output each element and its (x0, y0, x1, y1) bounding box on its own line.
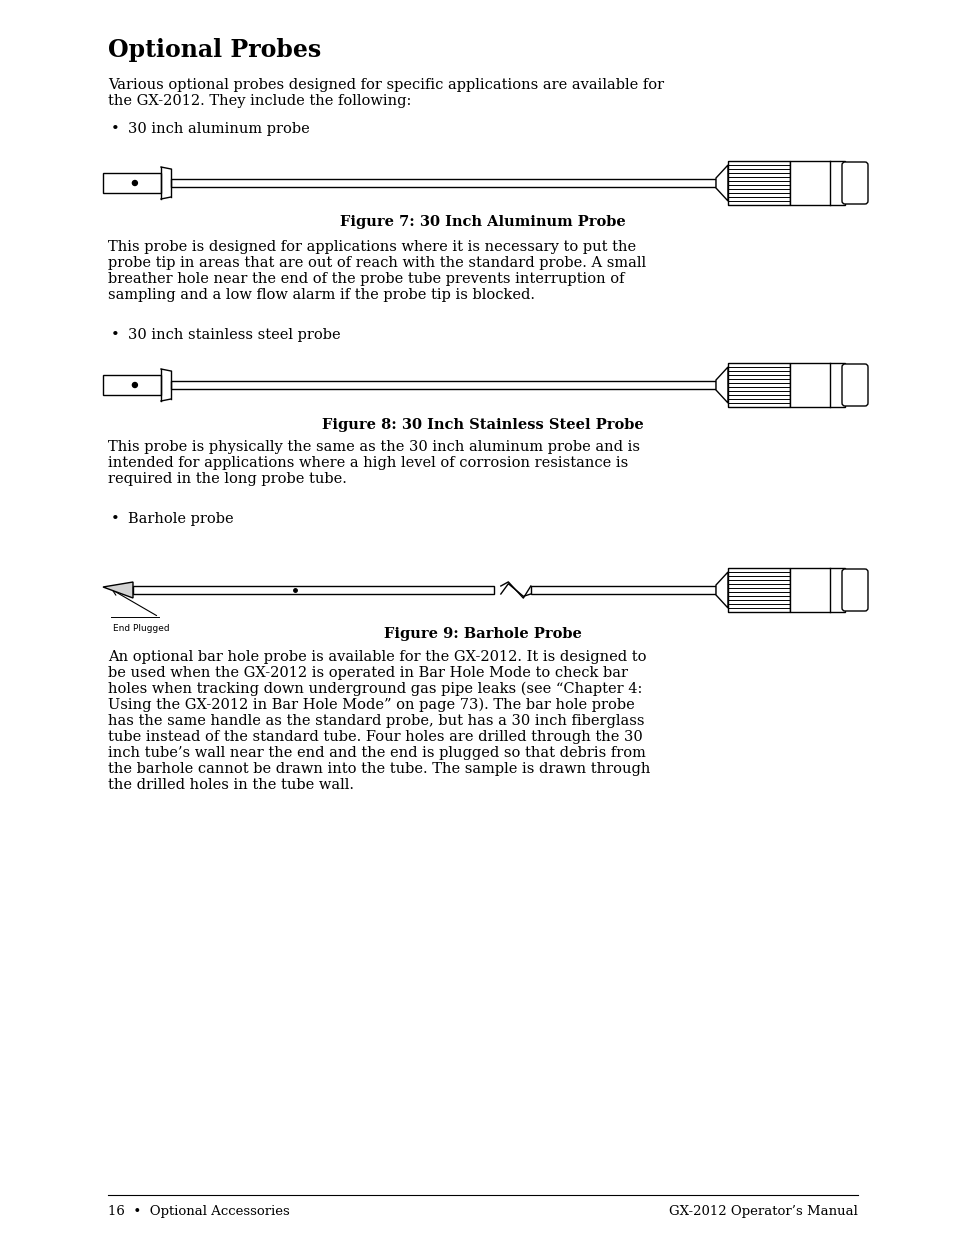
Text: •: • (111, 513, 120, 526)
Bar (789, 363, 844, 408)
Bar (727, 568, 789, 613)
Text: This probe is designed for applications where it is necessary to put the: This probe is designed for applications … (108, 240, 636, 254)
Text: probe tip in areas that are out of reach with the standard probe. A small: probe tip in areas that are out of reach… (108, 256, 645, 270)
Circle shape (132, 383, 137, 388)
Text: Figure 7: 30 Inch Aluminum Probe: Figure 7: 30 Inch Aluminum Probe (340, 215, 625, 228)
Text: Optional Probes: Optional Probes (108, 38, 321, 62)
Text: 16  •  Optional Accessories: 16 • Optional Accessories (108, 1205, 290, 1218)
Polygon shape (716, 165, 727, 201)
FancyBboxPatch shape (841, 364, 867, 406)
Text: intended for applications where a high level of corrosion resistance is: intended for applications where a high l… (108, 456, 628, 471)
Text: 30 inch aluminum probe: 30 inch aluminum probe (128, 122, 310, 136)
Text: tube instead of the standard tube. Four holes are drilled through the 30: tube instead of the standard tube. Four … (108, 730, 642, 743)
Text: 30 inch stainless steel probe: 30 inch stainless steel probe (128, 329, 340, 342)
Polygon shape (103, 582, 132, 598)
Circle shape (132, 180, 137, 185)
Text: Using the GX-2012 in Bar Hole Mode” on page 73). The bar hole probe: Using the GX-2012 in Bar Hole Mode” on p… (108, 698, 634, 713)
Text: sampling and a low flow alarm if the probe tip is blocked.: sampling and a low flow alarm if the pro… (108, 288, 535, 303)
Bar (789, 568, 844, 613)
Text: •: • (111, 329, 120, 342)
Polygon shape (716, 367, 727, 403)
Text: Barhole probe: Barhole probe (128, 513, 233, 526)
Text: An optional bar hole probe is available for the GX-2012. It is designed to: An optional bar hole probe is available … (108, 650, 646, 664)
Text: breather hole near the end of the probe tube prevents interruption of: breather hole near the end of the probe … (108, 272, 624, 287)
Text: the barhole cannot be drawn into the tube. The sample is drawn through: the barhole cannot be drawn into the tub… (108, 762, 650, 776)
Bar (789, 161, 844, 205)
Bar (103, 173, 161, 193)
Text: This probe is physically the same as the 30 inch aluminum probe and is: This probe is physically the same as the… (108, 440, 639, 454)
Text: the drilled holes in the tube wall.: the drilled holes in the tube wall. (108, 778, 354, 792)
Text: Various optional probes designed for specific applications are available for: Various optional probes designed for spe… (108, 78, 663, 91)
Text: Figure 9: Barhole Probe: Figure 9: Barhole Probe (384, 627, 581, 641)
Polygon shape (716, 572, 727, 608)
Text: be used when the GX-2012 is operated in Bar Hole Mode to check bar: be used when the GX-2012 is operated in … (108, 666, 627, 680)
Text: holes when tracking down underground gas pipe leaks (see “Chapter 4:: holes when tracking down underground gas… (108, 682, 641, 697)
Bar (171, 382, 716, 389)
Text: inch tube’s wall near the end and the end is plugged so that debris from: inch tube’s wall near the end and the en… (108, 746, 645, 760)
FancyBboxPatch shape (841, 162, 867, 204)
Text: End Plugged: End Plugged (112, 624, 170, 634)
Bar (727, 161, 789, 205)
Bar (132, 585, 494, 594)
FancyBboxPatch shape (841, 569, 867, 611)
Bar (727, 363, 789, 408)
Bar (103, 375, 161, 395)
Text: •: • (111, 122, 120, 136)
Text: the GX-2012. They include the following:: the GX-2012. They include the following: (108, 94, 411, 107)
Bar (530, 585, 716, 594)
Text: has the same handle as the standard probe, but has a 30 inch fiberglass: has the same handle as the standard prob… (108, 714, 644, 727)
Text: GX-2012 Operator’s Manual: GX-2012 Operator’s Manual (668, 1205, 857, 1218)
Bar (171, 179, 716, 186)
Text: Figure 8: 30 Inch Stainless Steel Probe: Figure 8: 30 Inch Stainless Steel Probe (322, 417, 643, 432)
Text: required in the long probe tube.: required in the long probe tube. (108, 472, 347, 487)
